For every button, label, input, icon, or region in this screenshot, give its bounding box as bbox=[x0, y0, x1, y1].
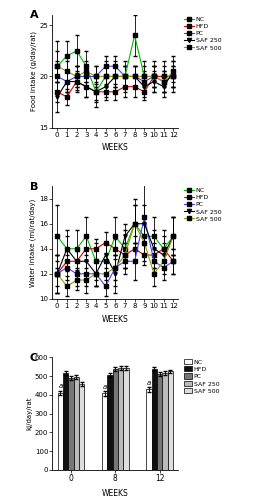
Bar bbox=[63, 374, 68, 470]
X-axis label: WEEKS: WEEKS bbox=[102, 144, 129, 152]
Bar bbox=[123, 368, 129, 470]
Text: a: a bbox=[58, 384, 63, 390]
Legend: NC, HFD, PC, SAF 250, SAF 500: NC, HFD, PC, SAF 250, SAF 500 bbox=[184, 187, 222, 222]
Y-axis label: Food intake (g/day/rat): Food intake (g/day/rat) bbox=[30, 32, 37, 112]
Y-axis label: Water intake (ml/rat/day): Water intake (ml/rat/day) bbox=[30, 198, 36, 286]
Text: a: a bbox=[102, 384, 107, 390]
Bar bbox=[152, 368, 157, 470]
Bar bbox=[157, 374, 162, 470]
Bar bbox=[146, 390, 152, 470]
Text: a: a bbox=[147, 380, 151, 386]
Text: B: B bbox=[30, 182, 38, 192]
Text: C: C bbox=[30, 353, 38, 363]
Legend: NC, HFD, PC, SAF 250, SAF 500: NC, HFD, PC, SAF 250, SAF 500 bbox=[184, 16, 222, 51]
Y-axis label: kj/day/rat: kj/day/rat bbox=[26, 397, 32, 430]
X-axis label: WEEKS: WEEKS bbox=[102, 488, 129, 498]
Bar bbox=[167, 372, 173, 470]
Bar bbox=[68, 378, 74, 470]
Bar bbox=[79, 384, 84, 470]
Bar bbox=[162, 374, 167, 470]
Bar bbox=[113, 368, 118, 470]
Bar bbox=[107, 375, 113, 470]
Bar bbox=[118, 368, 123, 470]
Bar bbox=[74, 377, 79, 470]
Bar bbox=[58, 393, 63, 470]
Bar bbox=[102, 394, 107, 470]
X-axis label: WEEKS: WEEKS bbox=[102, 314, 129, 324]
Legend: NC, HFD, PC, SAF 250, SAF 500: NC, HFD, PC, SAF 250, SAF 500 bbox=[184, 358, 220, 395]
Text: A: A bbox=[30, 10, 39, 20]
